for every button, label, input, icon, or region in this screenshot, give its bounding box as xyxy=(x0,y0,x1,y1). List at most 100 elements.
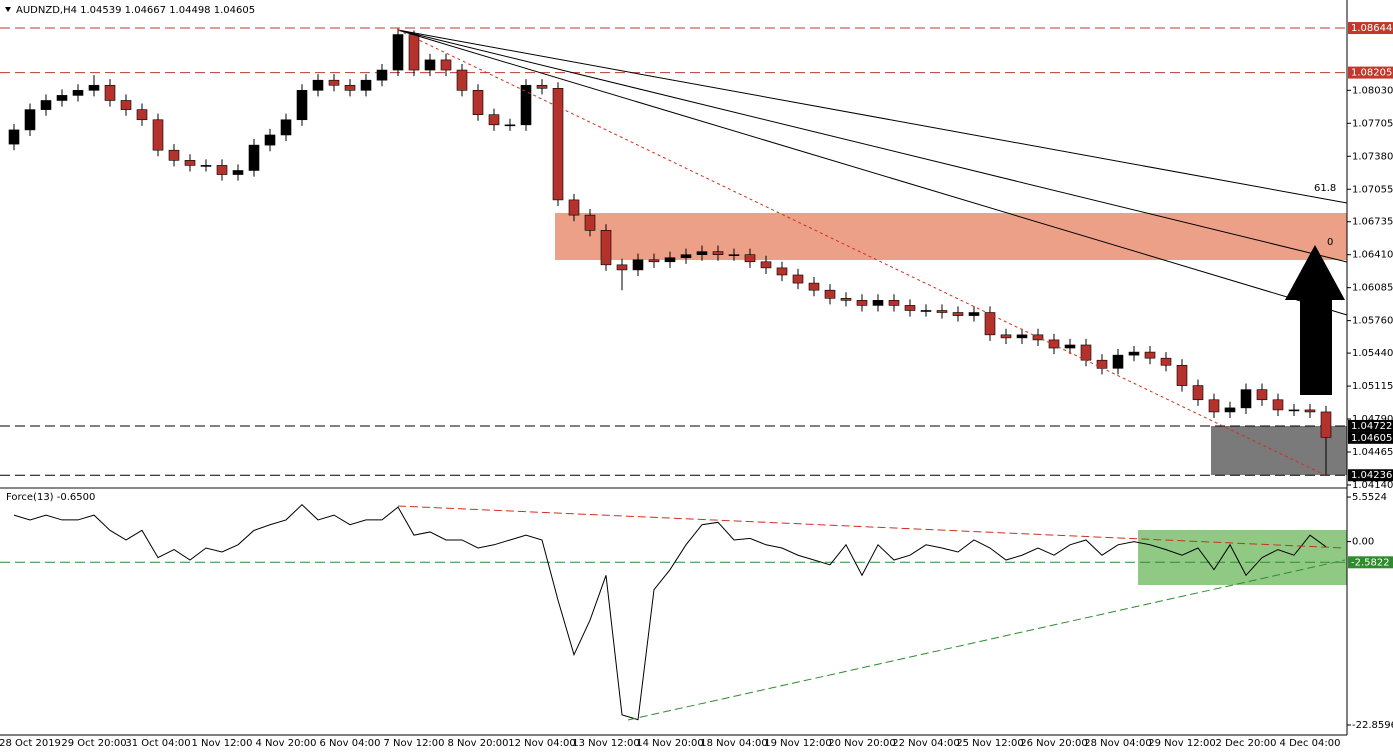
x-tick-label: 12 Nov 04:00 xyxy=(508,738,575,749)
candle-body xyxy=(440,59,452,71)
candle-body xyxy=(776,267,788,276)
indicator-title: Force(13) -0.6500 xyxy=(6,492,95,503)
candle-body xyxy=(8,129,20,145)
level-label: 1.08644 xyxy=(1351,23,1392,34)
candle-body xyxy=(792,274,804,284)
fib-label: 61.8 xyxy=(1314,183,1336,194)
fan-line xyxy=(397,29,1348,316)
x-tick-label: 2 Dec 20:00 xyxy=(1216,738,1277,749)
candle-body xyxy=(392,34,404,71)
y-tick-label: 0.00 xyxy=(1352,537,1374,548)
candle-body xyxy=(72,90,84,96)
candle-body xyxy=(840,298,852,301)
candle-body xyxy=(712,251,724,255)
y-tick-label: 1.07380 xyxy=(1352,151,1393,162)
x-tick-label: 18 Nov 04:00 xyxy=(700,738,767,749)
candle-body xyxy=(40,100,52,110)
candle-body xyxy=(1208,399,1220,413)
candle-body xyxy=(376,69,388,81)
y-tick-label: 1.04465 xyxy=(1352,447,1393,458)
y-tick-label: 1.05115 xyxy=(1352,381,1393,392)
candle-body xyxy=(744,254,756,263)
y-tick-label: 1.08030 xyxy=(1352,85,1393,96)
force-trend-line xyxy=(627,559,1346,721)
candle-body xyxy=(120,100,132,110)
x-tick-label: 8 Nov 20:00 xyxy=(447,738,508,749)
candle-body xyxy=(1192,385,1204,401)
candle-body xyxy=(344,84,356,91)
force-line xyxy=(13,503,1327,721)
candle-body xyxy=(488,114,500,126)
level-badge xyxy=(1348,22,1393,35)
candle-body xyxy=(808,282,820,291)
fan-line xyxy=(397,29,1348,204)
candle-body xyxy=(88,84,100,91)
candle-body xyxy=(1288,409,1300,412)
candle-body xyxy=(584,214,596,231)
x-tick-label: 22 Nov 04:00 xyxy=(892,738,959,749)
candle-body xyxy=(168,149,180,161)
force-zone xyxy=(1138,530,1347,585)
resistance-zone xyxy=(555,213,1347,260)
x-tick-label: 20 Nov 20:00 xyxy=(828,738,895,749)
x-tick-label: 28 Nov 04:00 xyxy=(1084,738,1151,749)
candle-body xyxy=(856,300,868,306)
candle-body xyxy=(1224,407,1236,413)
x-tick-label: 29 Nov 12:00 xyxy=(1148,738,1215,749)
candle-body xyxy=(536,84,548,89)
x-tick-label: 14 Nov 20:00 xyxy=(636,738,703,749)
level-badge xyxy=(1348,469,1393,482)
candle-body xyxy=(136,109,148,121)
menu-icon xyxy=(5,7,11,12)
x-tick-label: 28 Oct 2019 xyxy=(0,738,61,749)
candle-body xyxy=(248,144,260,171)
candle-body xyxy=(760,261,772,269)
level-label: 1.08205 xyxy=(1351,68,1392,79)
candle-body xyxy=(824,289,836,299)
candle-body xyxy=(424,59,436,71)
candle-body xyxy=(104,84,116,101)
candle-body xyxy=(520,84,532,126)
candle-body xyxy=(680,254,692,259)
candle-body xyxy=(408,34,420,71)
x-tick-label: 4 Dec 04:00 xyxy=(1280,738,1341,749)
x-tick-label: 31 Oct 04:00 xyxy=(125,738,190,749)
candle-body xyxy=(1048,339,1060,349)
candle-body xyxy=(968,312,980,316)
y-tick-label: 5.5524 xyxy=(1352,492,1387,503)
chart-title: AUDNZD,H4 1.04539 1.04667 1.04498 1.0460… xyxy=(16,5,255,16)
candle-body xyxy=(1016,334,1028,339)
y-tick-label: 1.06735 xyxy=(1352,217,1393,228)
candle-body xyxy=(1064,344,1076,349)
y-tick-label: 1.05760 xyxy=(1352,316,1393,327)
y-tick-label: 1.05440 xyxy=(1352,348,1393,359)
candle-body xyxy=(728,254,740,256)
level-label: 1.04605 xyxy=(1351,433,1392,444)
candle-body xyxy=(216,165,228,175)
candle-body xyxy=(24,109,36,131)
candle-body xyxy=(472,90,484,115)
candle-body xyxy=(600,230,612,266)
candle-body xyxy=(648,259,660,263)
candle-body xyxy=(872,300,884,306)
level-badge xyxy=(1348,66,1393,79)
candle-body xyxy=(1080,344,1092,361)
candle-body xyxy=(904,305,916,311)
candle-body xyxy=(1240,389,1252,409)
candle-body xyxy=(280,119,292,136)
candle-body xyxy=(616,264,628,271)
candle-body xyxy=(456,69,468,91)
y-tick-label: 1.06410 xyxy=(1352,250,1393,261)
x-tick-label: 6 Nov 04:00 xyxy=(319,738,380,749)
y-tick-label: 1.04790 xyxy=(1352,414,1393,425)
candle-body xyxy=(1256,389,1268,401)
x-tick-label: 19 Nov 12:00 xyxy=(764,738,831,749)
candle-body xyxy=(200,165,212,167)
level-label: 1.04236 xyxy=(1351,470,1392,481)
x-tick-label: 25 Nov 12:00 xyxy=(956,738,1023,749)
candle-body xyxy=(1272,399,1284,411)
fib-label: 0 xyxy=(1327,237,1333,248)
x-tick-label: 4 Nov 20:00 xyxy=(255,738,316,749)
candle-body xyxy=(1176,364,1188,386)
